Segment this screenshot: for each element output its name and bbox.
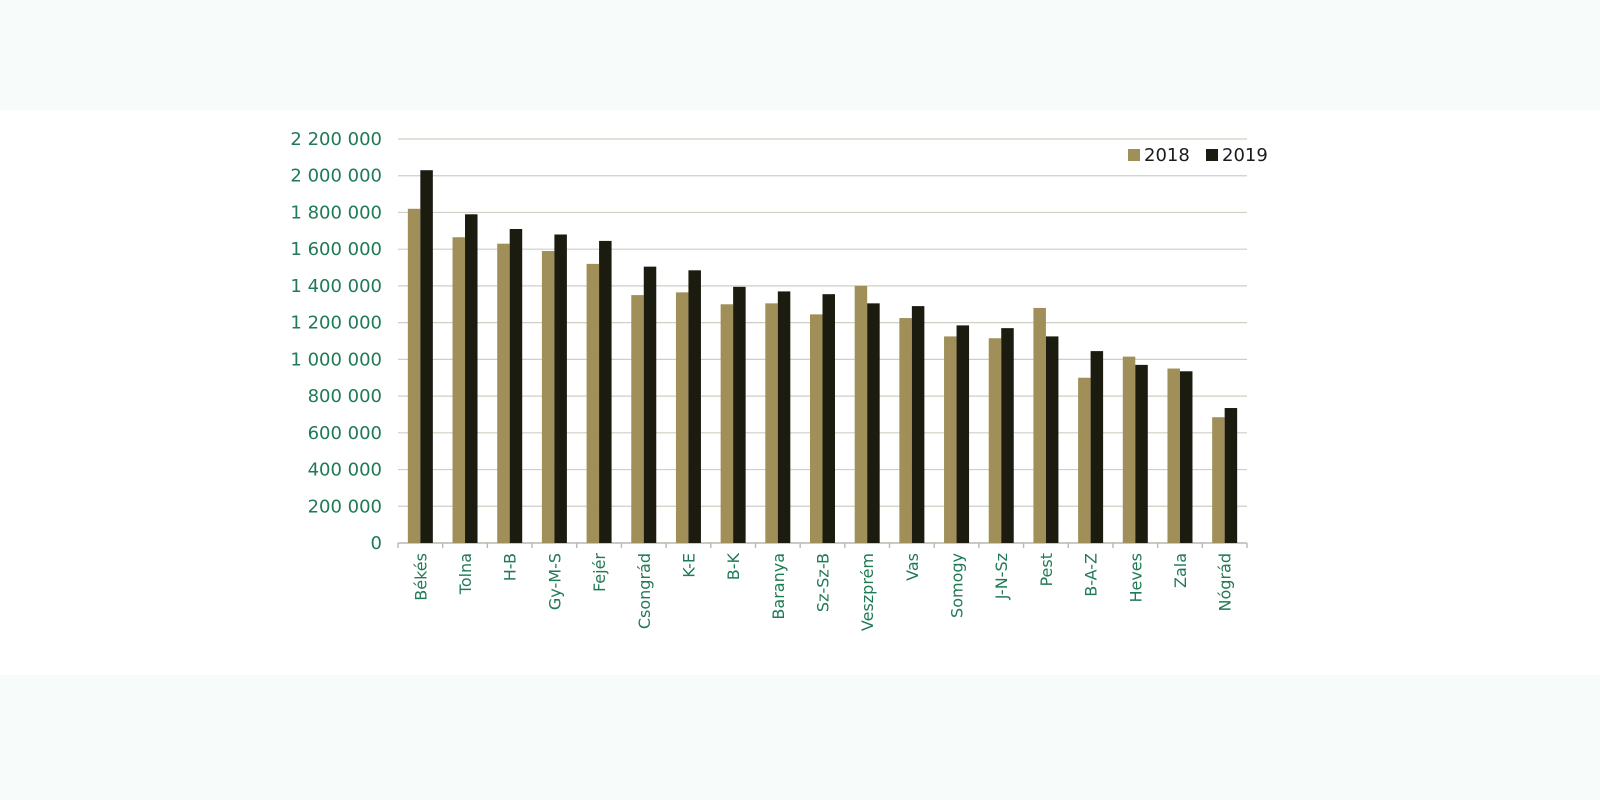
legend-swatch-2018 [1128, 149, 1140, 161]
y-tick-label: 1 600 000 [290, 239, 382, 260]
x-category-label: Tolna [456, 553, 475, 595]
bar-2018-Vas [899, 318, 912, 543]
bar-2019-Baranya [777, 291, 791, 543]
bar-2018-K-E [675, 292, 689, 543]
y-tick-label: 200 000 [308, 496, 382, 517]
y-tick-label: 800 000 [308, 386, 382, 407]
x-category-label: B-A-Z [1082, 553, 1101, 597]
x-category-label: B-K [724, 553, 743, 581]
bar-2019-Zala [1179, 371, 1193, 543]
y-tick-label: 600 000 [308, 423, 382, 444]
x-category-label: H-B [501, 553, 520, 581]
bar-2019-Békés [420, 170, 433, 543]
bar-2019-K-E [688, 270, 701, 543]
bar-2018-Csongrád [631, 295, 644, 543]
bar-2018-Somogy [944, 336, 957, 543]
x-category-label: Sz-Sz-B [814, 553, 833, 612]
x-category-label: K-E [679, 553, 698, 578]
x-category-label: Heves [1126, 553, 1145, 603]
y-tick-label: 2 000 000 [290, 166, 382, 187]
x-category-label: Somogy [948, 553, 967, 618]
bar-2018-Békés [407, 208, 421, 544]
bar-2018-Gy-M-S [541, 251, 555, 543]
x-category-label: Fejér [590, 553, 609, 592]
bar-2019-Tolna [465, 214, 478, 544]
legend: 2018 2019 [1128, 145, 1268, 166]
bar-2018-Fejér [586, 263, 600, 543]
bar-2018-B-A-Z [1078, 377, 1091, 543]
bar-2018-Nógrád [1212, 417, 1225, 543]
x-category-label: Nógrád [1216, 553, 1235, 611]
bar-2018-Zala [1167, 368, 1180, 543]
bar-2019-J-N-Sz [1001, 328, 1014, 543]
legend-label-2018: 2018 [1144, 145, 1190, 166]
bar-2018-Tolna [452, 237, 466, 543]
bar-2019-B-K [733, 286, 746, 543]
bar-2018-Sz-Sz-B [810, 314, 823, 543]
x-category-label: Békés [411, 553, 430, 601]
bar-2019-B-A-Z [1090, 351, 1104, 543]
x-category-label: Csongrád [635, 553, 654, 629]
bar-chart: 0 200 000 400 000 600 000 800 000 1 000 000 1 … [290, 129, 1268, 631]
bar-2018-Heves [1122, 356, 1136, 543]
y-tick-label: 2 200 000 [290, 129, 382, 150]
bar-2019-Heves [1135, 364, 1148, 543]
y-tick-label: 1 000 000 [290, 349, 382, 370]
x-category-label: Pest [1037, 553, 1056, 587]
bar-2019-Fejér [599, 240, 612, 543]
bar-2019-Nógrád [1224, 408, 1238, 543]
bar-2019-Gy-M-S [554, 234, 567, 543]
x-category-label: Baranya [769, 553, 788, 620]
bar-2019-Csongrád [643, 266, 657, 543]
x-category-label: Vas [903, 553, 922, 581]
bar-2019-H-B [509, 228, 523, 543]
legend-swatch-2019 [1206, 149, 1218, 161]
bars [407, 170, 1238, 544]
bar-2018-Baranya [765, 303, 778, 543]
x-category-label: Gy-M-S [545, 553, 564, 610]
x-axis-categories: Békés Tolna H-B Gy-M-S Fejér Csongrád K-E B-K Ba… [397, 543, 1248, 631]
y-tick-label: 400 000 [308, 460, 382, 481]
legend-label-2019: 2019 [1222, 145, 1268, 166]
bar-2018-Pest [1033, 307, 1046, 543]
bar-2018-Veszprém [854, 285, 868, 543]
y-tick-label: 1 400 000 [290, 276, 382, 297]
x-category-label: Veszprém [858, 553, 877, 631]
y-tick-label: 0 [371, 533, 382, 554]
y-tick-label: 1 800 000 [290, 202, 382, 223]
y-axis-ticks: 0 200 000 400 000 600 000 800 000 1 000 000 1 … [290, 129, 382, 554]
bar-2019-Somogy [956, 325, 970, 543]
bar-2019-Sz-Sz-B [822, 294, 835, 543]
bar-2018-J-N-Sz [988, 338, 1002, 543]
chart-panel: 0 200 000 400 000 600 000 800 000 1 000 000 1 … [0, 110, 1600, 675]
bar-2019-Pest [1045, 336, 1059, 543]
bar-2019-Veszprém [867, 303, 880, 543]
x-category-label: J-N-Sz [992, 553, 1011, 600]
bar-2018-H-B [497, 243, 510, 543]
y-tick-label: 1 200 000 [290, 313, 382, 334]
x-category-label: Zala [1171, 553, 1190, 588]
bar-2019-Vas [911, 306, 925, 543]
bar-2018-B-K [720, 304, 734, 543]
